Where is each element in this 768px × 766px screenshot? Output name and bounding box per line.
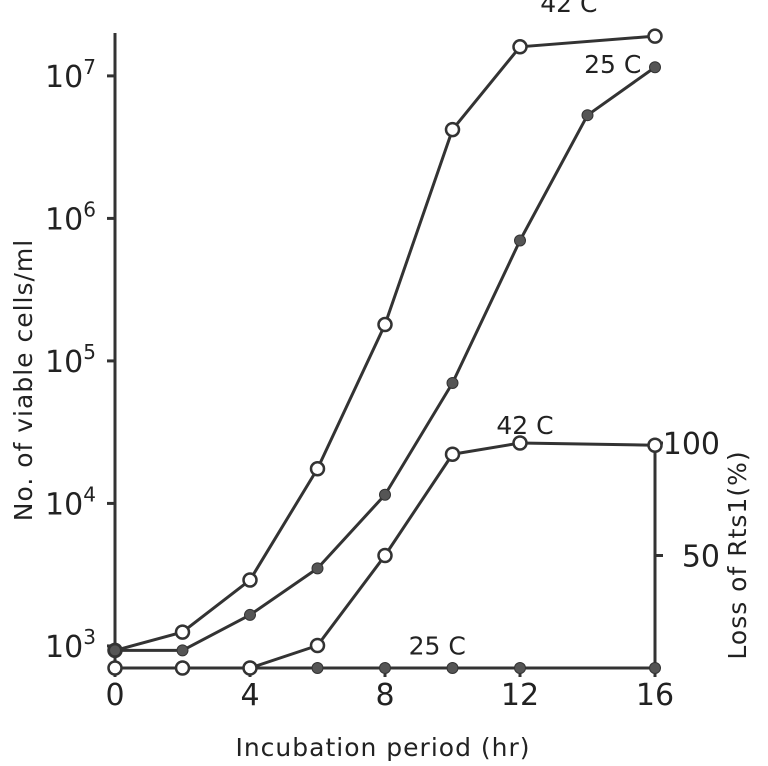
- x-tick-label: 16: [636, 678, 674, 713]
- series-line: [115, 441, 656, 670]
- filled-point: [311, 562, 324, 575]
- filled-point: [446, 376, 459, 389]
- filled-point: [379, 488, 391, 501]
- y-tick-label: 105: [45, 340, 96, 380]
- open-point: [309, 461, 326, 477]
- series-label: 25 C: [409, 632, 466, 661]
- series-label: 42 C: [540, 0, 597, 18]
- series-lines: [114, 34, 656, 670]
- open-point: [444, 121, 461, 138]
- open-point: [107, 660, 123, 676]
- y-tick-label: 104: [45, 482, 96, 522]
- x-tick-label: 8: [375, 678, 394, 713]
- open-point: [242, 660, 258, 676]
- x-tick-label: 12: [501, 678, 539, 713]
- open-point: [444, 446, 461, 462]
- y2-tick-label: 50: [682, 540, 720, 575]
- chart-labels: 42 C 25 C 42 C 25 C: [409, 0, 642, 661]
- filled-point: [176, 644, 189, 657]
- filled-point: [244, 608, 256, 621]
- x-tick-label: 0: [105, 678, 124, 713]
- filled-point: [514, 234, 526, 247]
- series-label: 42 C: [496, 411, 553, 440]
- y2-axis-title: Loss of Rts1(%): [723, 450, 752, 659]
- y2-tick-label: 100: [663, 427, 720, 462]
- filled-point: [311, 662, 324, 674]
- filled-point: [514, 662, 526, 674]
- filled-point: [379, 662, 391, 674]
- y-tick-label: 106: [45, 197, 96, 237]
- open-point: [512, 435, 528, 451]
- filled-point: [446, 662, 459, 674]
- open-point: [242, 572, 258, 588]
- y-tick-label: 107: [45, 55, 96, 95]
- filled-point: [581, 109, 594, 122]
- y-axis-title: No. of viable cells/ml: [9, 239, 38, 521]
- filled-point: [649, 61, 661, 74]
- open-point: [512, 39, 528, 55]
- open-point: [647, 437, 663, 453]
- open-point: [174, 660, 191, 676]
- series-markers: [107, 28, 663, 676]
- filled-point: [649, 662, 661, 674]
- filled-point: [109, 644, 121, 657]
- series-line: [114, 34, 656, 652]
- open-point: [174, 624, 191, 640]
- open-point: [377, 316, 393, 333]
- x-tick-label: 4: [240, 678, 259, 713]
- series-label: 25 C: [584, 50, 641, 79]
- chart-axes: 0 4 8 12 16 103 104 105 106 107 50 100: [45, 33, 720, 713]
- open-point: [647, 28, 663, 44]
- x-axis-title: Incubation period (hr): [235, 733, 530, 762]
- open-point: [377, 547, 393, 564]
- y-tick-label: 103: [45, 625, 96, 665]
- open-point: [309, 637, 326, 654]
